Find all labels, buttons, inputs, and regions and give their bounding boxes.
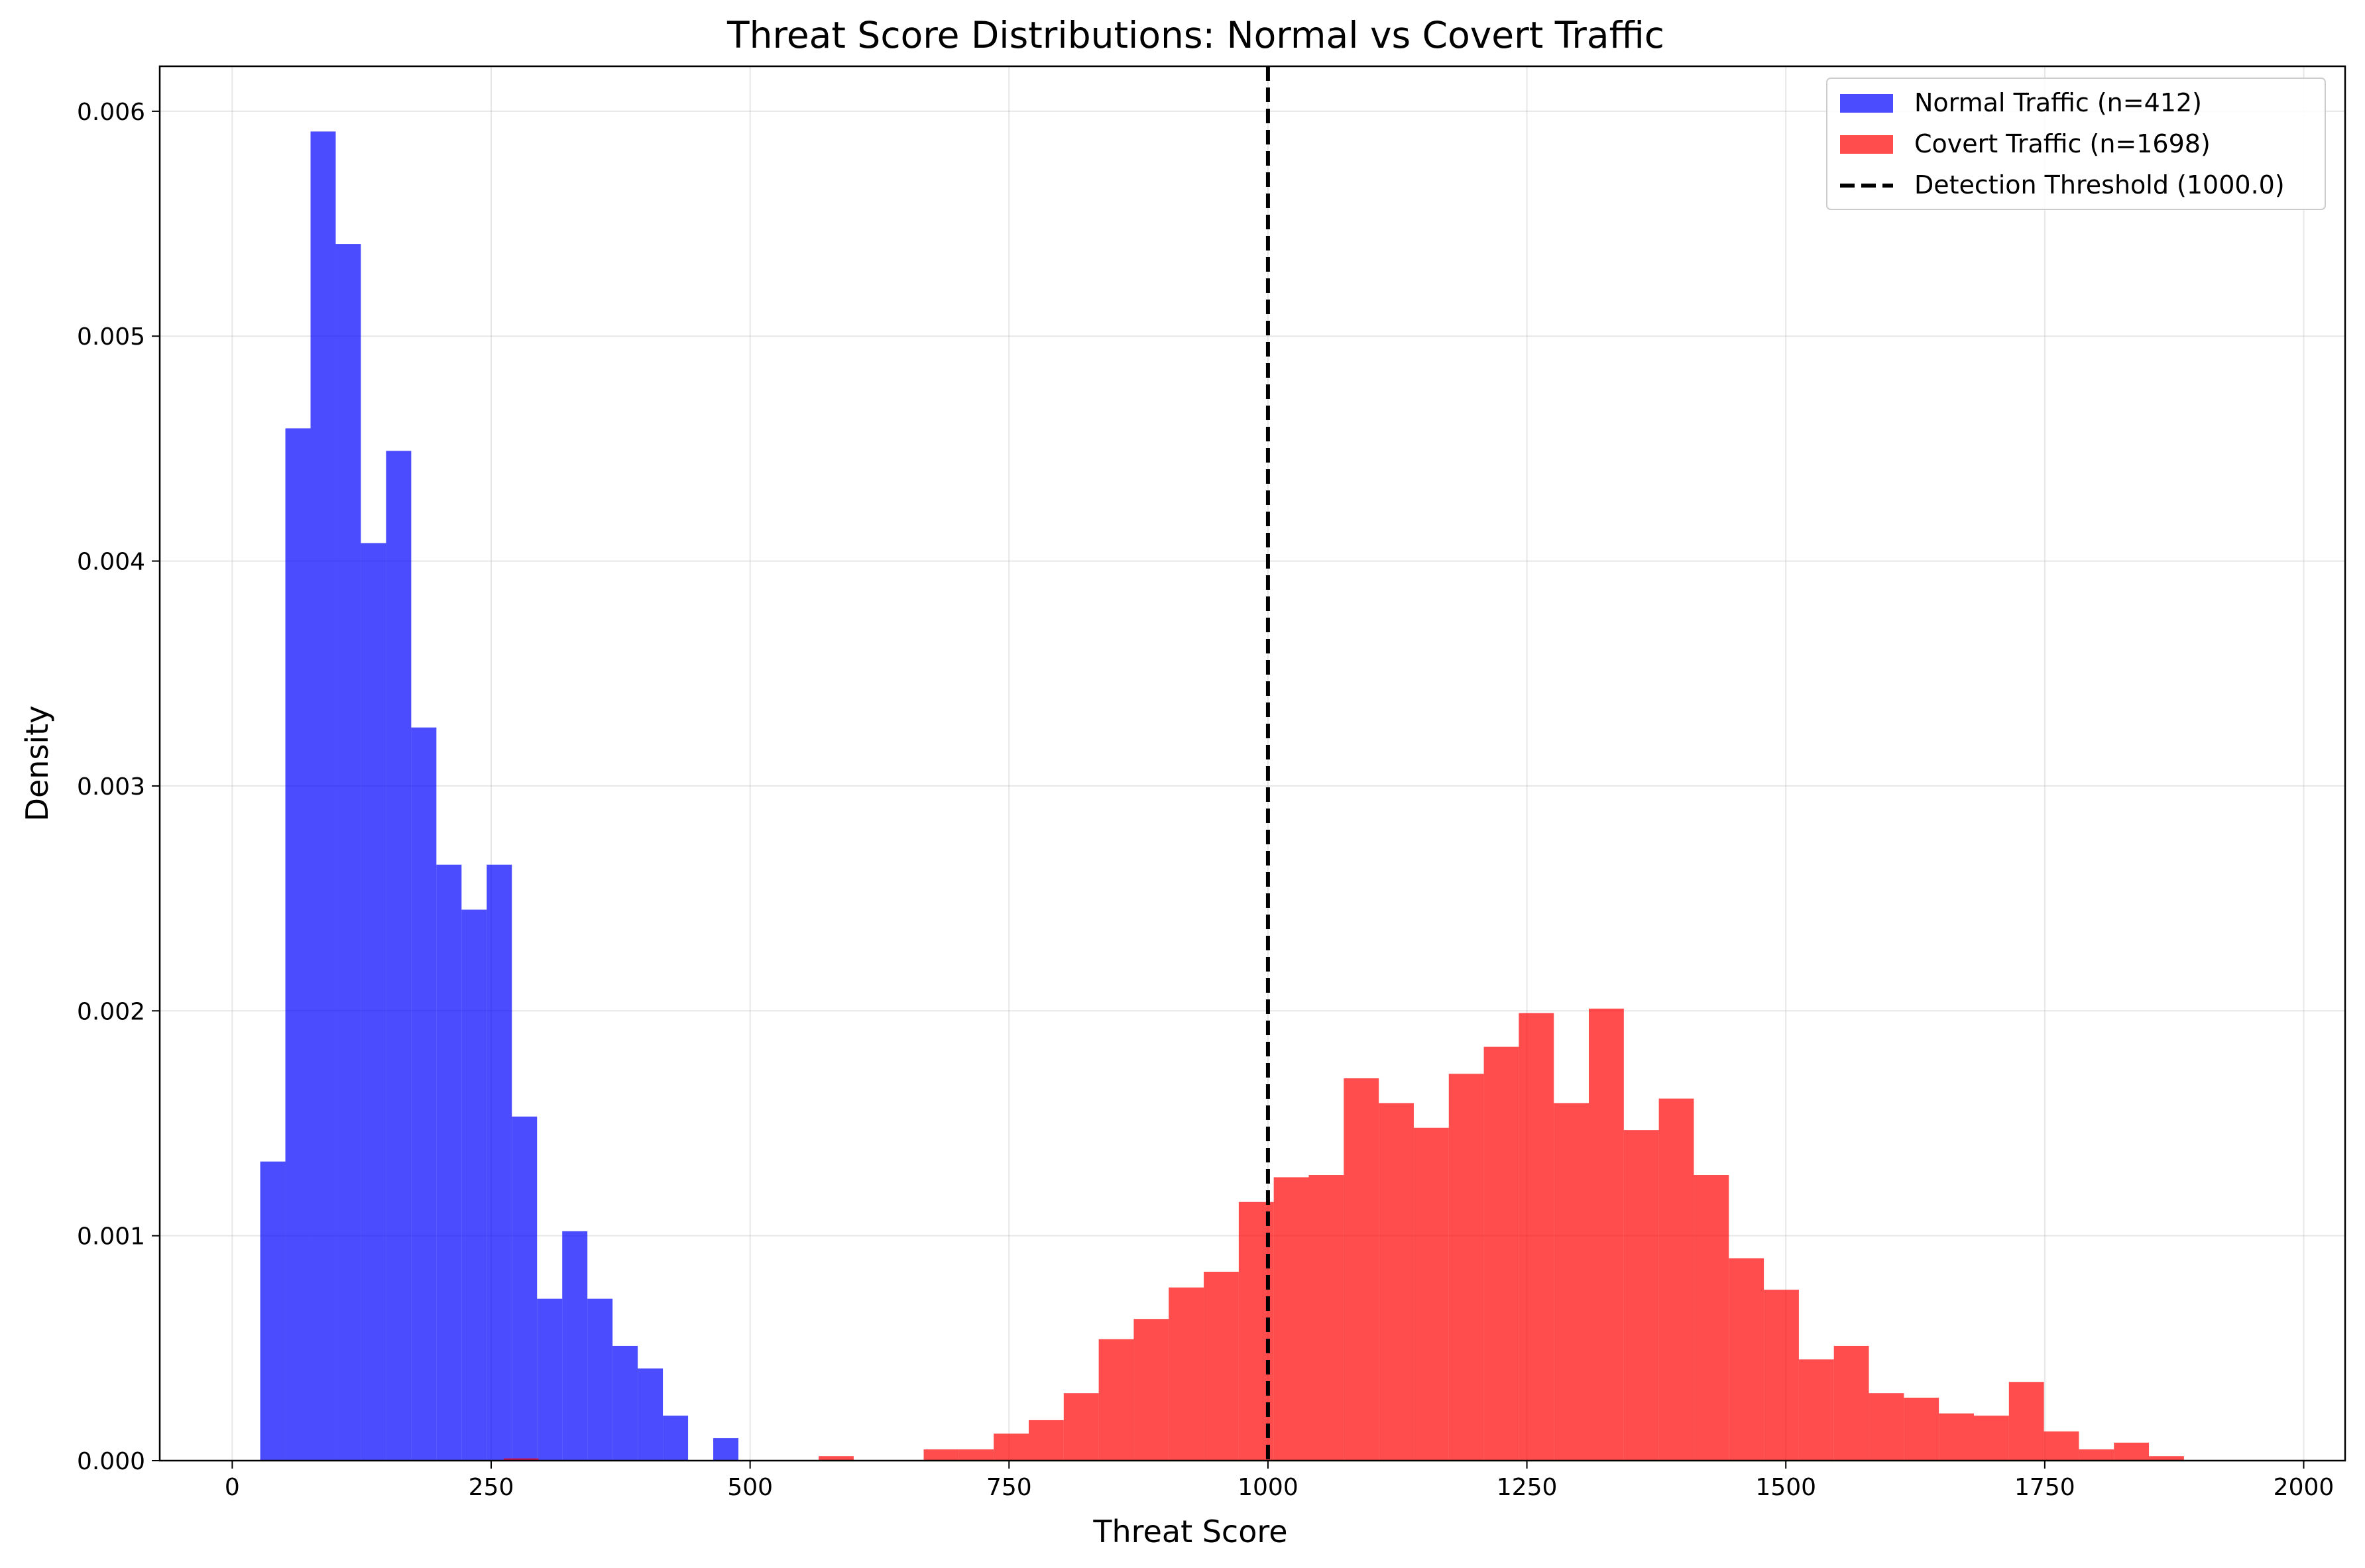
covert-traffic-bar	[994, 1433, 1029, 1461]
x-tick-label: 2000	[2274, 1474, 2335, 1501]
covert-traffic-bar	[1729, 1258, 1764, 1461]
covert-traffic-bar	[1658, 1098, 1694, 1461]
normal-traffic-bar	[587, 1298, 613, 1461]
covert-traffic-bar	[1904, 1397, 1939, 1461]
histogram-bars	[260, 131, 2184, 1461]
y-tick-label: 0.004	[77, 549, 145, 576]
covert-traffic-bar	[923, 1449, 959, 1461]
covert-traffic-bar	[1028, 1420, 1064, 1461]
legend-item-normal-swatch	[1840, 94, 1893, 113]
x-tick-label: 1750	[2014, 1474, 2075, 1501]
x-tick-label: 500	[727, 1474, 773, 1501]
x-tick-label: 0	[225, 1474, 240, 1501]
y-tick-label: 0.002	[77, 998, 145, 1025]
normal-traffic-bar	[260, 1161, 286, 1461]
covert-traffic-bar	[1344, 1078, 1379, 1461]
normal-traffic-bar	[285, 428, 311, 1461]
normal-traffic-bar	[537, 1298, 563, 1461]
normal-traffic-bar	[361, 543, 386, 1461]
covert-traffic-bar	[2149, 1456, 2184, 1461]
covert-traffic-bar	[1273, 1177, 1309, 1461]
normal-traffic-bar	[512, 1116, 538, 1461]
y-tick-label: 0.003	[77, 773, 145, 801]
x-tick-label: 250	[469, 1474, 514, 1501]
covert-traffic-bar	[503, 1458, 539, 1461]
covert-traffic-bar	[1098, 1339, 1134, 1461]
covert-traffic-bar	[1379, 1103, 1414, 1461]
legend-item-covert-label: Covert Traffic (n=1698)	[1914, 129, 2211, 158]
covert-traffic-bar	[1833, 1345, 1869, 1461]
covert-traffic-bar	[1448, 1074, 1484, 1461]
normal-traffic-bar	[638, 1368, 663, 1461]
covert-traffic-bar	[1973, 1416, 2009, 1461]
covert-traffic-bar	[2008, 1382, 2044, 1461]
normal-traffic-bar	[386, 451, 412, 1461]
covert-traffic-bar	[1519, 1013, 1554, 1461]
y-tick-label: 0.006	[77, 99, 145, 126]
legend-item-covert-swatch	[1840, 135, 1893, 154]
covert-traffic-bar	[2044, 1431, 2079, 1461]
covert-traffic-bar	[1413, 1127, 1449, 1461]
y-tick-label: 0.001	[77, 1223, 145, 1251]
legend-item-threshold-label: Detection Threshold (1000.0)	[1914, 170, 2285, 199]
normal-traffic-bar	[713, 1438, 739, 1461]
normal-traffic-bar	[663, 1416, 689, 1461]
covert-traffic-bar	[1308, 1175, 1344, 1461]
x-axis-label: Threat Score	[1092, 1514, 1287, 1549]
x-tick-label: 1500	[1755, 1474, 1816, 1501]
normal-traffic-bar	[562, 1231, 588, 1461]
covert-traffic-bar	[1589, 1008, 1624, 1461]
x-tick-label: 1000	[1238, 1474, 1298, 1501]
chart-title: Threat Score Distributions: Normal vs Co…	[726, 14, 1664, 56]
covert-traffic-bar	[1869, 1393, 1904, 1461]
covert-traffic-bar	[1764, 1290, 1799, 1461]
covert-traffic-bar	[1204, 1271, 1239, 1461]
covert-traffic-bar	[1694, 1175, 1729, 1461]
covert-traffic-bar	[1554, 1103, 1589, 1461]
x-tick-label: 750	[986, 1474, 1032, 1501]
y-tick-label: 0.000	[77, 1448, 145, 1475]
legend: Normal Traffic (n=412) Covert Traffic (n=…	[1826, 78, 2326, 210]
legend-item-normal-label: Normal Traffic (n=412)	[1914, 88, 2202, 117]
covert-traffic-bar	[958, 1449, 994, 1461]
covert-traffic-bar	[1133, 1319, 1169, 1461]
plot-frame	[158, 65, 2346, 1462]
covert-traffic-bar	[2114, 1442, 2150, 1461]
y-axis-label: Density	[19, 706, 55, 822]
covert-traffic-bar	[1939, 1413, 1974, 1461]
covert-traffic-bar	[1063, 1393, 1099, 1461]
normal-traffic-bar	[487, 864, 512, 1461]
normal-traffic-bar	[461, 909, 487, 1461]
normal-traffic-bar	[612, 1345, 638, 1461]
y-tick-label: 0.005	[77, 323, 145, 351]
normal-traffic-bar	[335, 244, 361, 1461]
covert-traffic-bar	[819, 1456, 854, 1461]
legend-box	[1826, 78, 2326, 210]
covert-traffic-bar	[1798, 1359, 1834, 1461]
normal-traffic-bar	[310, 131, 336, 1461]
covert-traffic-bar	[2079, 1449, 2114, 1461]
covert-traffic-bar	[1483, 1046, 1519, 1461]
covert-traffic-bar	[1169, 1287, 1204, 1461]
covert-traffic-bar	[1623, 1130, 1659, 1461]
axis-ticks: 0 250 500 750 1000 1250 1500 1750 2000 0.000 0.001…	[77, 99, 2334, 1501]
normal-traffic-bar	[436, 864, 462, 1461]
x-tick-label: 1250	[1497, 1474, 1558, 1501]
normal-traffic-bar	[411, 727, 437, 1461]
